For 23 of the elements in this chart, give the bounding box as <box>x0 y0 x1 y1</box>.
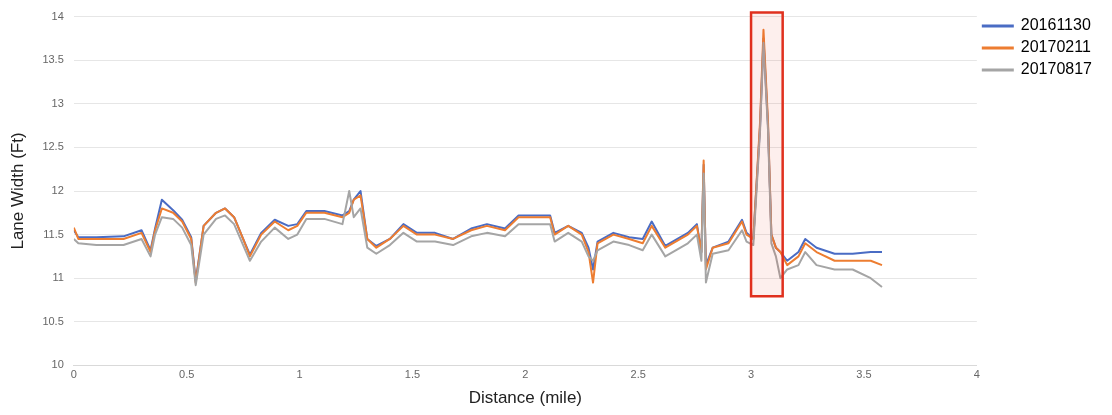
y-tick-label: 14 <box>51 9 64 22</box>
y-tick-label: 13 <box>51 96 64 109</box>
x-tick-label: 0.5 <box>179 368 195 381</box>
y-tick-label: 11.5 <box>43 227 64 240</box>
y-tick-label: 12.5 <box>42 140 64 153</box>
y-axis-title: Lane Width (Ft) <box>7 132 27 250</box>
x-tick-label: 1.5 <box>404 368 421 381</box>
x-tick-label: 3 <box>748 368 755 381</box>
x-tick-label: 0 <box>70 368 77 381</box>
x-tick-label: 3.5 <box>856 368 872 381</box>
y-tick-label: 12 <box>51 184 64 197</box>
x-tick-label: 2.5 <box>630 368 646 381</box>
legend-label: 20161130 <box>1020 16 1091 34</box>
x-tick-label: 4 <box>973 368 980 381</box>
legend-label: 20170211 <box>1020 38 1091 56</box>
y-tick-label: 10 <box>51 358 64 371</box>
y-tick-label: 11 <box>52 271 64 284</box>
y-tick-label: 10.5 <box>42 314 64 327</box>
legend-label: 20170817 <box>1020 60 1093 78</box>
x-tick-label: 1 <box>296 368 303 381</box>
y-tick-label: 13.5 <box>42 53 64 66</box>
x-axis-title: Distance (mile) <box>468 388 582 408</box>
x-tick-label: 2 <box>522 368 529 381</box>
